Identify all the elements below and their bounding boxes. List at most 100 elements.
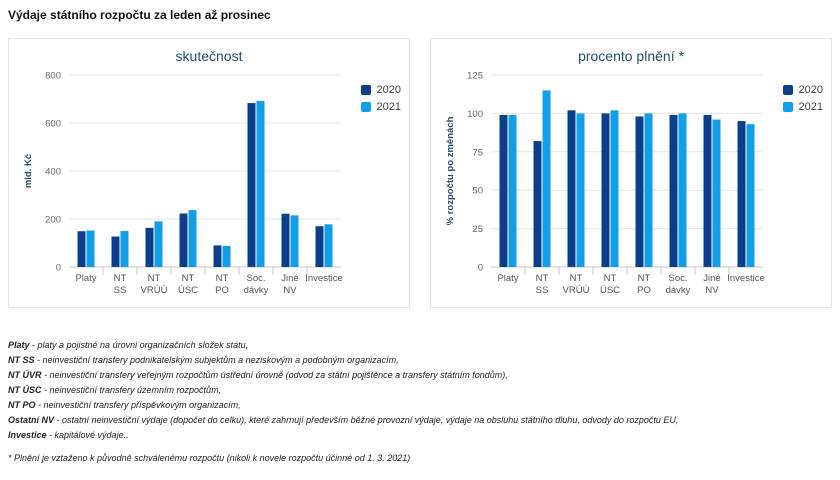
- bar-2020-platy: [499, 114, 508, 267]
- bar-2021-nt-usc: [610, 110, 619, 267]
- bar-2021-jine-nv: [712, 119, 721, 267]
- bar-2021-nt-po: [644, 113, 653, 268]
- x-tick-label: Investice: [305, 273, 343, 284]
- legend: 2020 2021: [782, 84, 823, 118]
- legend-item-2021[interactable]: 2021: [360, 101, 401, 113]
- legend-swatch-2021: [782, 102, 793, 112]
- x-tick-label: VRÚÚ: [563, 285, 590, 296]
- note-term: Platy: [8, 340, 30, 350]
- x-tick-label: Platy: [75, 273, 96, 284]
- x-tick-label: SS: [114, 285, 127, 296]
- note-term: NT ÚVR: [8, 370, 42, 380]
- x-tick-label: Investice: [727, 273, 765, 284]
- x-tick-label: NT: [114, 273, 127, 284]
- note-line: NT SS - neinvestiční transfery podnikate…: [8, 353, 834, 368]
- x-tick-label: NV: [283, 285, 297, 296]
- y-tick-label: 125: [467, 71, 483, 82]
- bar-2020-nt-ss: [533, 141, 542, 267]
- bar-2020-nt-usc: [601, 113, 610, 268]
- bar-2020-nt-ss: [111, 236, 120, 267]
- bar-2020-jine-nv: [281, 213, 290, 267]
- x-tick-label: NT: [570, 273, 583, 284]
- bar-2021-nt-usc: [188, 210, 197, 267]
- note-text: - neinvestiční transfery příspěvkovým or…: [35, 400, 241, 410]
- note-term: NT SS: [8, 355, 35, 365]
- x-tick-label: Jiné: [281, 273, 298, 284]
- bar-2020-investice: [737, 121, 746, 267]
- legend-item-2021[interactable]: 2021: [782, 101, 823, 113]
- footnote: * Plnění je vztaženo k původně schválené…: [8, 453, 411, 463]
- legend-item-2020[interactable]: 2020: [782, 84, 823, 96]
- note-text: - neinvestiční transfery územním rozpočt…: [41, 385, 222, 395]
- y-tick-label: 800: [45, 71, 61, 82]
- y-tick-label: 100: [467, 109, 483, 120]
- legend-swatch-2021: [360, 102, 371, 112]
- note-text: - platy a pojistné na úrovni organizační…: [29, 340, 249, 350]
- note-term: NT ÚSC: [8, 385, 42, 395]
- x-tick-label: dávky: [666, 285, 691, 296]
- bar-2021-jine-nv: [290, 215, 299, 267]
- x-tick-label: NT: [216, 273, 229, 284]
- legend-swatch-2020: [360, 85, 371, 95]
- legend-label-2021: 2021: [376, 101, 401, 113]
- bar-2020-nt-po: [635, 116, 644, 267]
- bar-2020-jine-nv: [703, 114, 712, 267]
- note-text: - neinvestiční transfery podnikatelským …: [34, 355, 399, 365]
- notes: Platy - platy a pojistné na úrovni organ…: [8, 338, 834, 466]
- chart-title: skutečnost: [176, 48, 243, 64]
- note-text: - kapitálové výdaje..: [46, 430, 129, 440]
- chart-title: procento plnění *: [578, 48, 684, 64]
- note-line: Ostatní NV - ostatní neinvestiční výdaje…: [8, 413, 834, 428]
- x-tick-label: NT: [536, 273, 549, 284]
- y-tick-label: 75: [472, 147, 483, 158]
- bar-2021-investice: [324, 224, 333, 267]
- note-term: Ostatní NV: [8, 415, 55, 425]
- bar-2021-soc-davky: [256, 100, 265, 267]
- legend-label-2021: 2021: [798, 101, 823, 113]
- y-tick-label: 600: [45, 119, 61, 130]
- note-line: NT ÚSC - neinvestiční transfery územním …: [8, 383, 834, 398]
- bar-2020-nt-usc: [179, 213, 188, 267]
- bar-2021-soc-davky: [678, 113, 687, 268]
- y-tick-label: 0: [56, 263, 61, 274]
- bar-2021-platy: [86, 230, 95, 267]
- chart-panel-procento-plneni: procento plnění * 0 25 50 75 100 125 % rozpočtu…: [430, 38, 832, 308]
- x-tick-label: ÚSC: [178, 285, 198, 296]
- note-line: NT ÚVR - neinvestiční transfery veřejným…: [8, 368, 834, 383]
- bar-2021-nt-ss: [120, 231, 129, 267]
- x-tick-label: ÚSC: [600, 285, 620, 296]
- bar-2021-nt-vruu: [154, 221, 163, 267]
- y-axis-label: mld. Kč: [23, 154, 34, 188]
- bar-2021-nt-vruu: [576, 113, 585, 268]
- x-tick-label: PO: [215, 285, 229, 296]
- x-tick-label: NV: [705, 285, 719, 296]
- x-tick-label: Soc.: [668, 273, 687, 284]
- note-text: - neinvestiční transfery veřejným rozpoč…: [41, 370, 508, 380]
- x-tick-label: SS: [536, 285, 549, 296]
- note-line: NT PO - neinvestiční transfery příspěvko…: [8, 398, 834, 413]
- note-text: - ostatní neinvestiční výdaje (dopočet d…: [54, 415, 679, 425]
- page-title: Výdaje státního rozpočtu za leden až pro…: [8, 8, 271, 22]
- x-tick-label: dávky: [244, 285, 269, 296]
- bar-2021-nt-po: [222, 245, 231, 267]
- bar-2020-nt-po: [213, 245, 222, 267]
- legend-label-2020: 2020: [376, 84, 401, 96]
- x-tick-label: Jiné: [703, 273, 720, 284]
- bar-2020-soc-davky: [247, 103, 256, 267]
- y-tick-label: 50: [472, 186, 483, 197]
- bar-2020-soc-davky: [669, 114, 678, 267]
- legend: 2020 2021: [360, 84, 401, 118]
- chart-procento-plneni: procento plnění * 0 25 50 75 100 125 % rozpočtu…: [445, 48, 765, 296]
- bar-2020-investice: [315, 226, 324, 267]
- y-tick-label: 200: [45, 215, 61, 226]
- x-tick-label: Soc.: [246, 273, 265, 284]
- y-tick-label: 0: [478, 263, 483, 274]
- y-tick-label: 25: [472, 224, 483, 235]
- bar-2021-investice: [746, 124, 755, 267]
- x-tick-label: VRÚÚ: [141, 285, 168, 296]
- y-axis-label: % rozpočtu po změnách: [445, 116, 456, 225]
- legend-item-2020[interactable]: 2020: [360, 84, 401, 96]
- chart-panel-skutecnost: skutečnost 0 200 400 600 800 mld. Kč Platy NT SS N…: [8, 38, 410, 308]
- bar-2021-nt-ss: [542, 90, 551, 267]
